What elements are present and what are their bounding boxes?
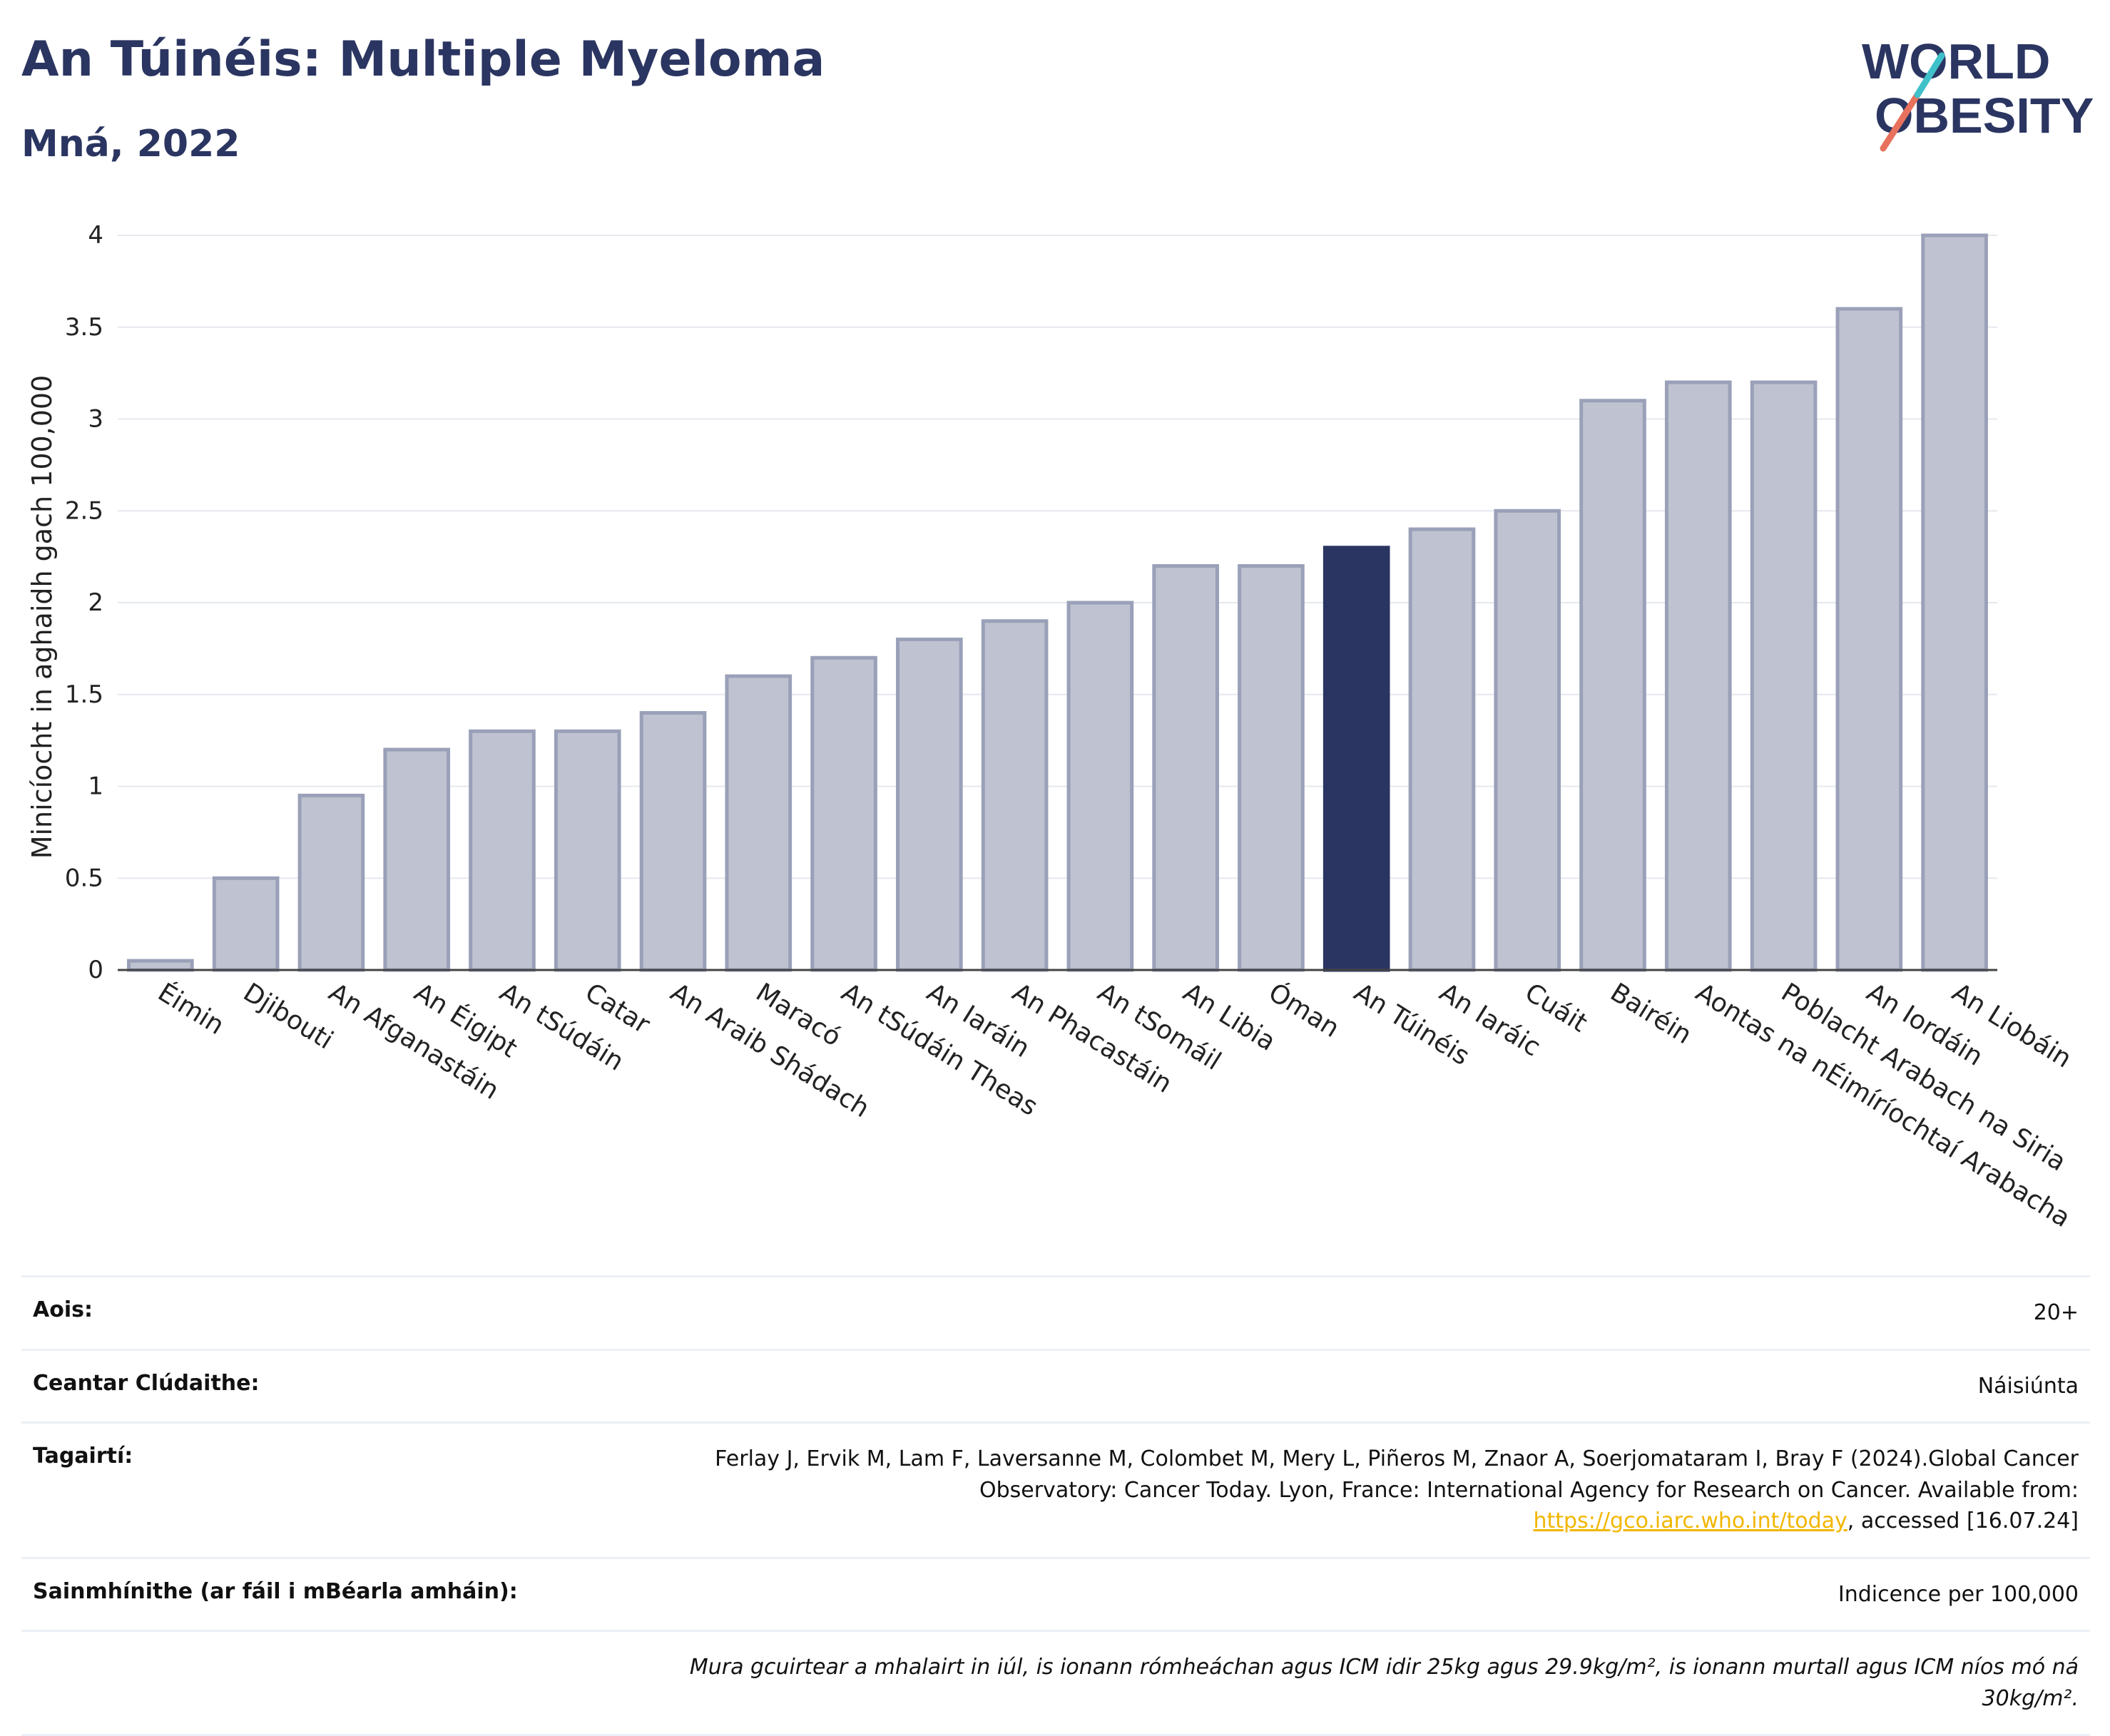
bar [1921,233,1988,972]
bar [1238,564,1305,972]
bar [1579,399,1646,972]
y-tick-label: 1 [88,772,103,801]
area-value: Náisiúnta [1977,1373,2079,1399]
bar [554,729,621,972]
y-axis-title: Minicíocht in aghaidh gach 100,000 [26,375,58,859]
logo-word-obesity: OBESITY [1875,88,2094,143]
info-row-note: Mura gcuirtear a mhalairt in iúl, is ion… [21,1630,2090,1736]
bar [297,793,365,972]
bar [1066,601,1134,972]
reference-text: Ferlay J, Ervik M, Lam F, Laversanne M, … [715,1446,2079,1503]
bar [383,747,451,972]
bmi-note: Mura gcuirtear a mhalairt in iúl, is ion… [689,1655,2079,1711]
x-tick-label: Éimin [153,977,230,1041]
y-tick-label: 3 [88,405,103,434]
bar [896,638,963,972]
info-table: Aois: 20+ Ceantar Clúdaithe: Náisiúnta T… [21,1275,2090,1736]
definitions-label: Sainmhínithe (ar fáil i mBéarla amháin): [33,1578,518,1604]
info-row-references: Tagairtí: Ferlay J, Ervik M, Lam F, Lave… [21,1421,2090,1557]
bar [1152,564,1219,972]
bar [725,674,792,972]
y-tick-label: 3.5 [65,313,103,342]
y-tick-label: 2 [88,588,103,617]
bar-chart: 0 0.5 1 1.5 2 2.5 3 3.5 4 Minicíocht in aghaidh g… [26,221,2076,1233]
bar [1750,380,1818,972]
bar [1835,307,1903,972]
reference-accessed: , accessed [16.07.24] [1847,1508,2079,1533]
age-label: Aois: [33,1297,93,1322]
y-tick-label: 0 [88,956,103,984]
info-row-area: Ceantar Clúdaithe: Náisiúnta [21,1348,2090,1422]
bar [981,619,1049,972]
info-row-definitions: Sainmhínithe (ar fáil i mBéarla amháin):… [21,1556,2090,1630]
y-tick-label: 1.5 [65,680,103,709]
x-tick-label: Djibouti [238,978,338,1056]
y-tick-label: 2.5 [65,496,103,525]
y-tick-label: 0.5 [65,864,103,892]
reference-link[interactable]: https://gco.iarc.who.int/today [1533,1508,1847,1533]
references-label: Tagairtí: [33,1444,133,1469]
references-value: Ferlay J, Ervik M, Lam F, Laversanne M, … [652,1444,2079,1537]
bar [810,655,877,972]
logo-word-world: WORLD [1862,34,2050,89]
x-tick-label: Bairéin [1605,978,1696,1050]
bar [1494,509,1561,972]
world-obesity-logo: WORLD OBESITY [1862,34,2094,152]
bar [1322,546,1390,972]
bar [1408,527,1476,972]
info-row-age: Aois: 20+ [21,1275,2090,1349]
bar [127,959,194,972]
bar [639,711,707,972]
definitions-value: Indicence per 100,000 [1838,1581,2079,1607]
age-value: 20+ [2033,1300,2079,1325]
y-tick-label: 4 [88,221,103,250]
logo-slash-red [1880,91,1921,152]
bar [469,729,536,972]
area-label: Ceantar Clúdaithe: [33,1370,260,1396]
bar [212,876,280,972]
logo-slash-teal [1914,52,1945,98]
bar [1664,380,1732,972]
chart-title: An Túinéis: Multiple Myeloma [21,31,825,88]
chart-subtitle: Mná, 2022 [21,123,240,165]
